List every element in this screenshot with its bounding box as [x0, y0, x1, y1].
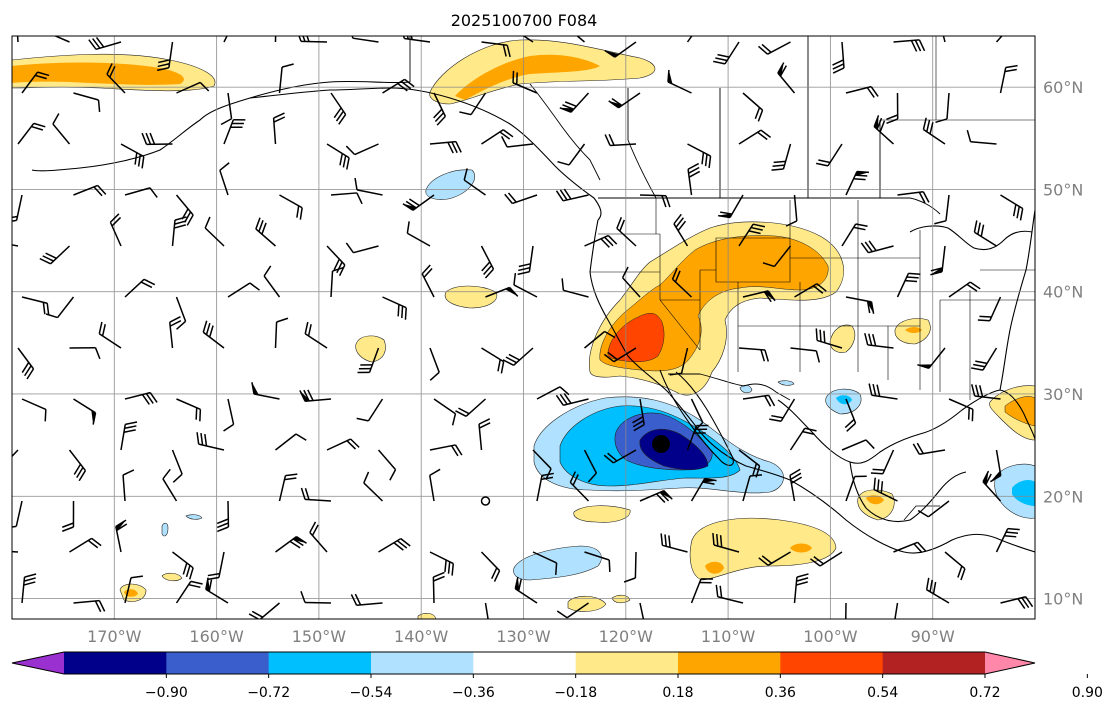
longitude-label: 110°W [701, 627, 756, 646]
longitude-label: 150°W [292, 627, 347, 646]
colorbar-segment [883, 652, 986, 674]
colorbar-extend-high [985, 652, 1035, 674]
longitude-label: 140°W [394, 627, 449, 646]
latitude-label: 50°N [1043, 180, 1083, 199]
longitude-labels: 170°W 160°W 150°W 140°W 130°W 120°W 110°W 100°W… [87, 627, 955, 646]
longitude-label: 120°W [599, 627, 654, 646]
vortex-center-marker [652, 435, 670, 453]
map-title: 2025100700 F084 [451, 11, 598, 30]
latitude-label: 10°N [1043, 590, 1083, 609]
longitude-label: 100°W [803, 627, 858, 646]
colorbar-tick-labels: −0.90 −0.72 −0.54 −0.36 −0.18 0.18 0.36 0.54 0.7… [145, 674, 1103, 701]
latitude-label: 60°N [1043, 78, 1083, 97]
colorbar-tick-label: 0.90 [1072, 685, 1103, 701]
latitude-label: 20°N [1043, 487, 1083, 506]
colorbar-segment [64, 652, 167, 674]
colorbar-segment [371, 652, 474, 674]
colorbar-tick-label: 0.72 [969, 685, 1000, 701]
colorbar-segment [678, 652, 781, 674]
latitude-label: 30°N [1043, 385, 1083, 404]
colorbar-tick-label: −0.72 [247, 685, 290, 701]
anomaly-area-east-pacific-3 [612, 595, 630, 603]
colorbar-tick-label: 0.54 [867, 685, 898, 701]
colorbar-tick-label: −0.18 [554, 685, 597, 701]
colorbar-segment [269, 652, 372, 674]
colorbar-tick-label: −0.54 [350, 685, 393, 701]
longitude-label: 90°W [911, 627, 955, 646]
colorbar [12, 652, 1035, 674]
latitude-label: 40°N [1043, 283, 1083, 302]
anomaly-area-east-pacific-1 [574, 506, 630, 523]
colorbar-segment [780, 652, 883, 674]
anomaly-area-hawaii-neg-2 [162, 523, 168, 536]
colorbar-tick-label: 0.36 [765, 685, 796, 701]
colorbar-tick-label: −0.90 [145, 685, 188, 701]
colorbar-segment [576, 652, 679, 674]
colorbar-extend-low [12, 652, 64, 674]
map-panel [0, 10, 1035, 635]
colorbar-tick-label: −0.36 [452, 685, 495, 701]
longitude-label: 170°W [87, 627, 142, 646]
colorbar-segment [473, 652, 576, 674]
colorbar-segment [166, 652, 269, 674]
colorbar-tick-label: 0.18 [662, 685, 693, 701]
longitude-label: 130°W [496, 627, 551, 646]
latitude-labels: 10°N 20°N 30°N 40°N 50°N 60°N [1043, 78, 1083, 608]
longitude-label: 160°W [189, 627, 244, 646]
